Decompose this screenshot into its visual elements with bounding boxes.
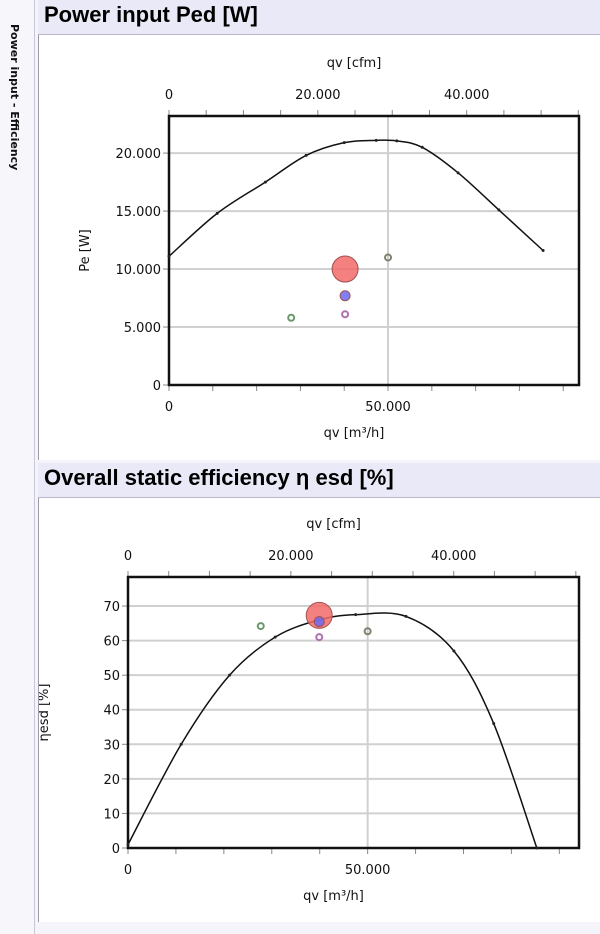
y-tick-label: 15.000 [116, 205, 162, 220]
performance-curve [127, 612, 538, 849]
curve-marker [492, 722, 496, 726]
chart-title-bar-power: Power input Ped [W] [38, 0, 600, 35]
chart-title: Power input Ped [W] [44, 2, 258, 27]
curve-marker [126, 843, 130, 847]
y-tick-label: 10.000 [116, 263, 162, 278]
x2-tick-label: 20.000 [268, 549, 314, 564]
curve-marker [395, 139, 399, 143]
curve-marker [263, 180, 267, 184]
y-tick-label: 30 [103, 738, 120, 753]
curve-marker [273, 635, 277, 639]
operating-point [313, 616, 325, 628]
curve-marker [535, 846, 539, 850]
operating-point [315, 633, 324, 642]
side-tab-power-efficiency[interactable]: Power input - Efficiency [0, 0, 35, 934]
y-tick-label: 60 [103, 635, 120, 650]
curve-marker [404, 614, 408, 618]
curve-marker [342, 141, 346, 145]
x-axis-label: qv [m³/h] [303, 889, 364, 904]
y-tick-label: 10 [103, 807, 120, 822]
chart-title-bar-efficiency: Overall static efficiency η esd [%] [38, 463, 600, 498]
operating-point [339, 290, 351, 302]
x2-tick-label: 0 [124, 549, 132, 564]
curve-marker [215, 211, 219, 215]
curve-marker [452, 649, 456, 653]
curve-marker [304, 153, 308, 157]
x2-tick-label: 0 [165, 88, 173, 103]
curve-marker [541, 249, 545, 252]
operating-point [363, 627, 372, 636]
y-tick-label: 50 [103, 669, 120, 684]
y-tick-label: 0 [153, 379, 161, 394]
x-tick-label: 50.000 [365, 400, 411, 415]
x-tick-label: 50.000 [345, 863, 391, 878]
y-axis-label: ηesd [%] [39, 684, 52, 742]
curve-marker [497, 208, 501, 212]
x2-axis-label: qv [cfm] [327, 56, 382, 71]
side-tab-label: Power input - Efficiency [8, 24, 21, 171]
operating-point [341, 310, 350, 319]
x2-tick-label: 20.000 [295, 88, 341, 103]
x-tick-label: 0 [124, 863, 132, 878]
x2-axis-label: qv [cfm] [306, 517, 361, 532]
curve-marker [354, 613, 358, 617]
operating-point [384, 253, 393, 262]
x-tick-label: 0 [165, 400, 173, 415]
operating-point [287, 313, 296, 322]
curve-marker [228, 673, 232, 677]
curve-marker [456, 171, 460, 175]
y-tick-label: 0 [112, 842, 120, 857]
y-tick-label: 20 [103, 773, 120, 788]
x2-tick-label: 40.000 [444, 88, 490, 103]
performance-curve [168, 139, 544, 257]
operating-point [331, 255, 359, 283]
y-tick-label: 40 [103, 704, 120, 719]
curve-marker [179, 742, 183, 746]
x-axis-label: qv [m³/h] [324, 426, 385, 441]
chart-title: Overall static efficiency η esd [%] [44, 465, 394, 490]
y-axis-label: Pe [W] [78, 229, 93, 272]
plot-frame [126, 575, 581, 850]
x2-tick-label: 40.000 [431, 549, 477, 564]
y-tick-label: 5.000 [124, 321, 161, 336]
plot-frame [167, 114, 581, 387]
operating-point [256, 622, 265, 631]
curve-marker [167, 254, 171, 258]
y-tick-label: 20.000 [116, 147, 162, 162]
operating-point [305, 601, 333, 629]
chart-panel-efficiency: 0 10 20 30 40 50 60 70 0 50.000 0 20.000 40.000 qv [m… [38, 498, 600, 922]
power-input-chart: 0 5.000 10.000 15.000 20.000 0 50.000 0 20.000 40… [78, 56, 581, 441]
curve-marker [420, 145, 424, 149]
chart-panel-power: 0 5.000 10.000 15.000 20.000 0 50.000 0 20.000 40… [38, 35, 600, 460]
curve-marker [374, 138, 378, 142]
efficiency-chart: 0 10 20 30 40 50 60 70 0 50.000 0 20.000 40.000 qv [m… [39, 517, 581, 904]
y-tick-label: 70 [103, 600, 120, 615]
